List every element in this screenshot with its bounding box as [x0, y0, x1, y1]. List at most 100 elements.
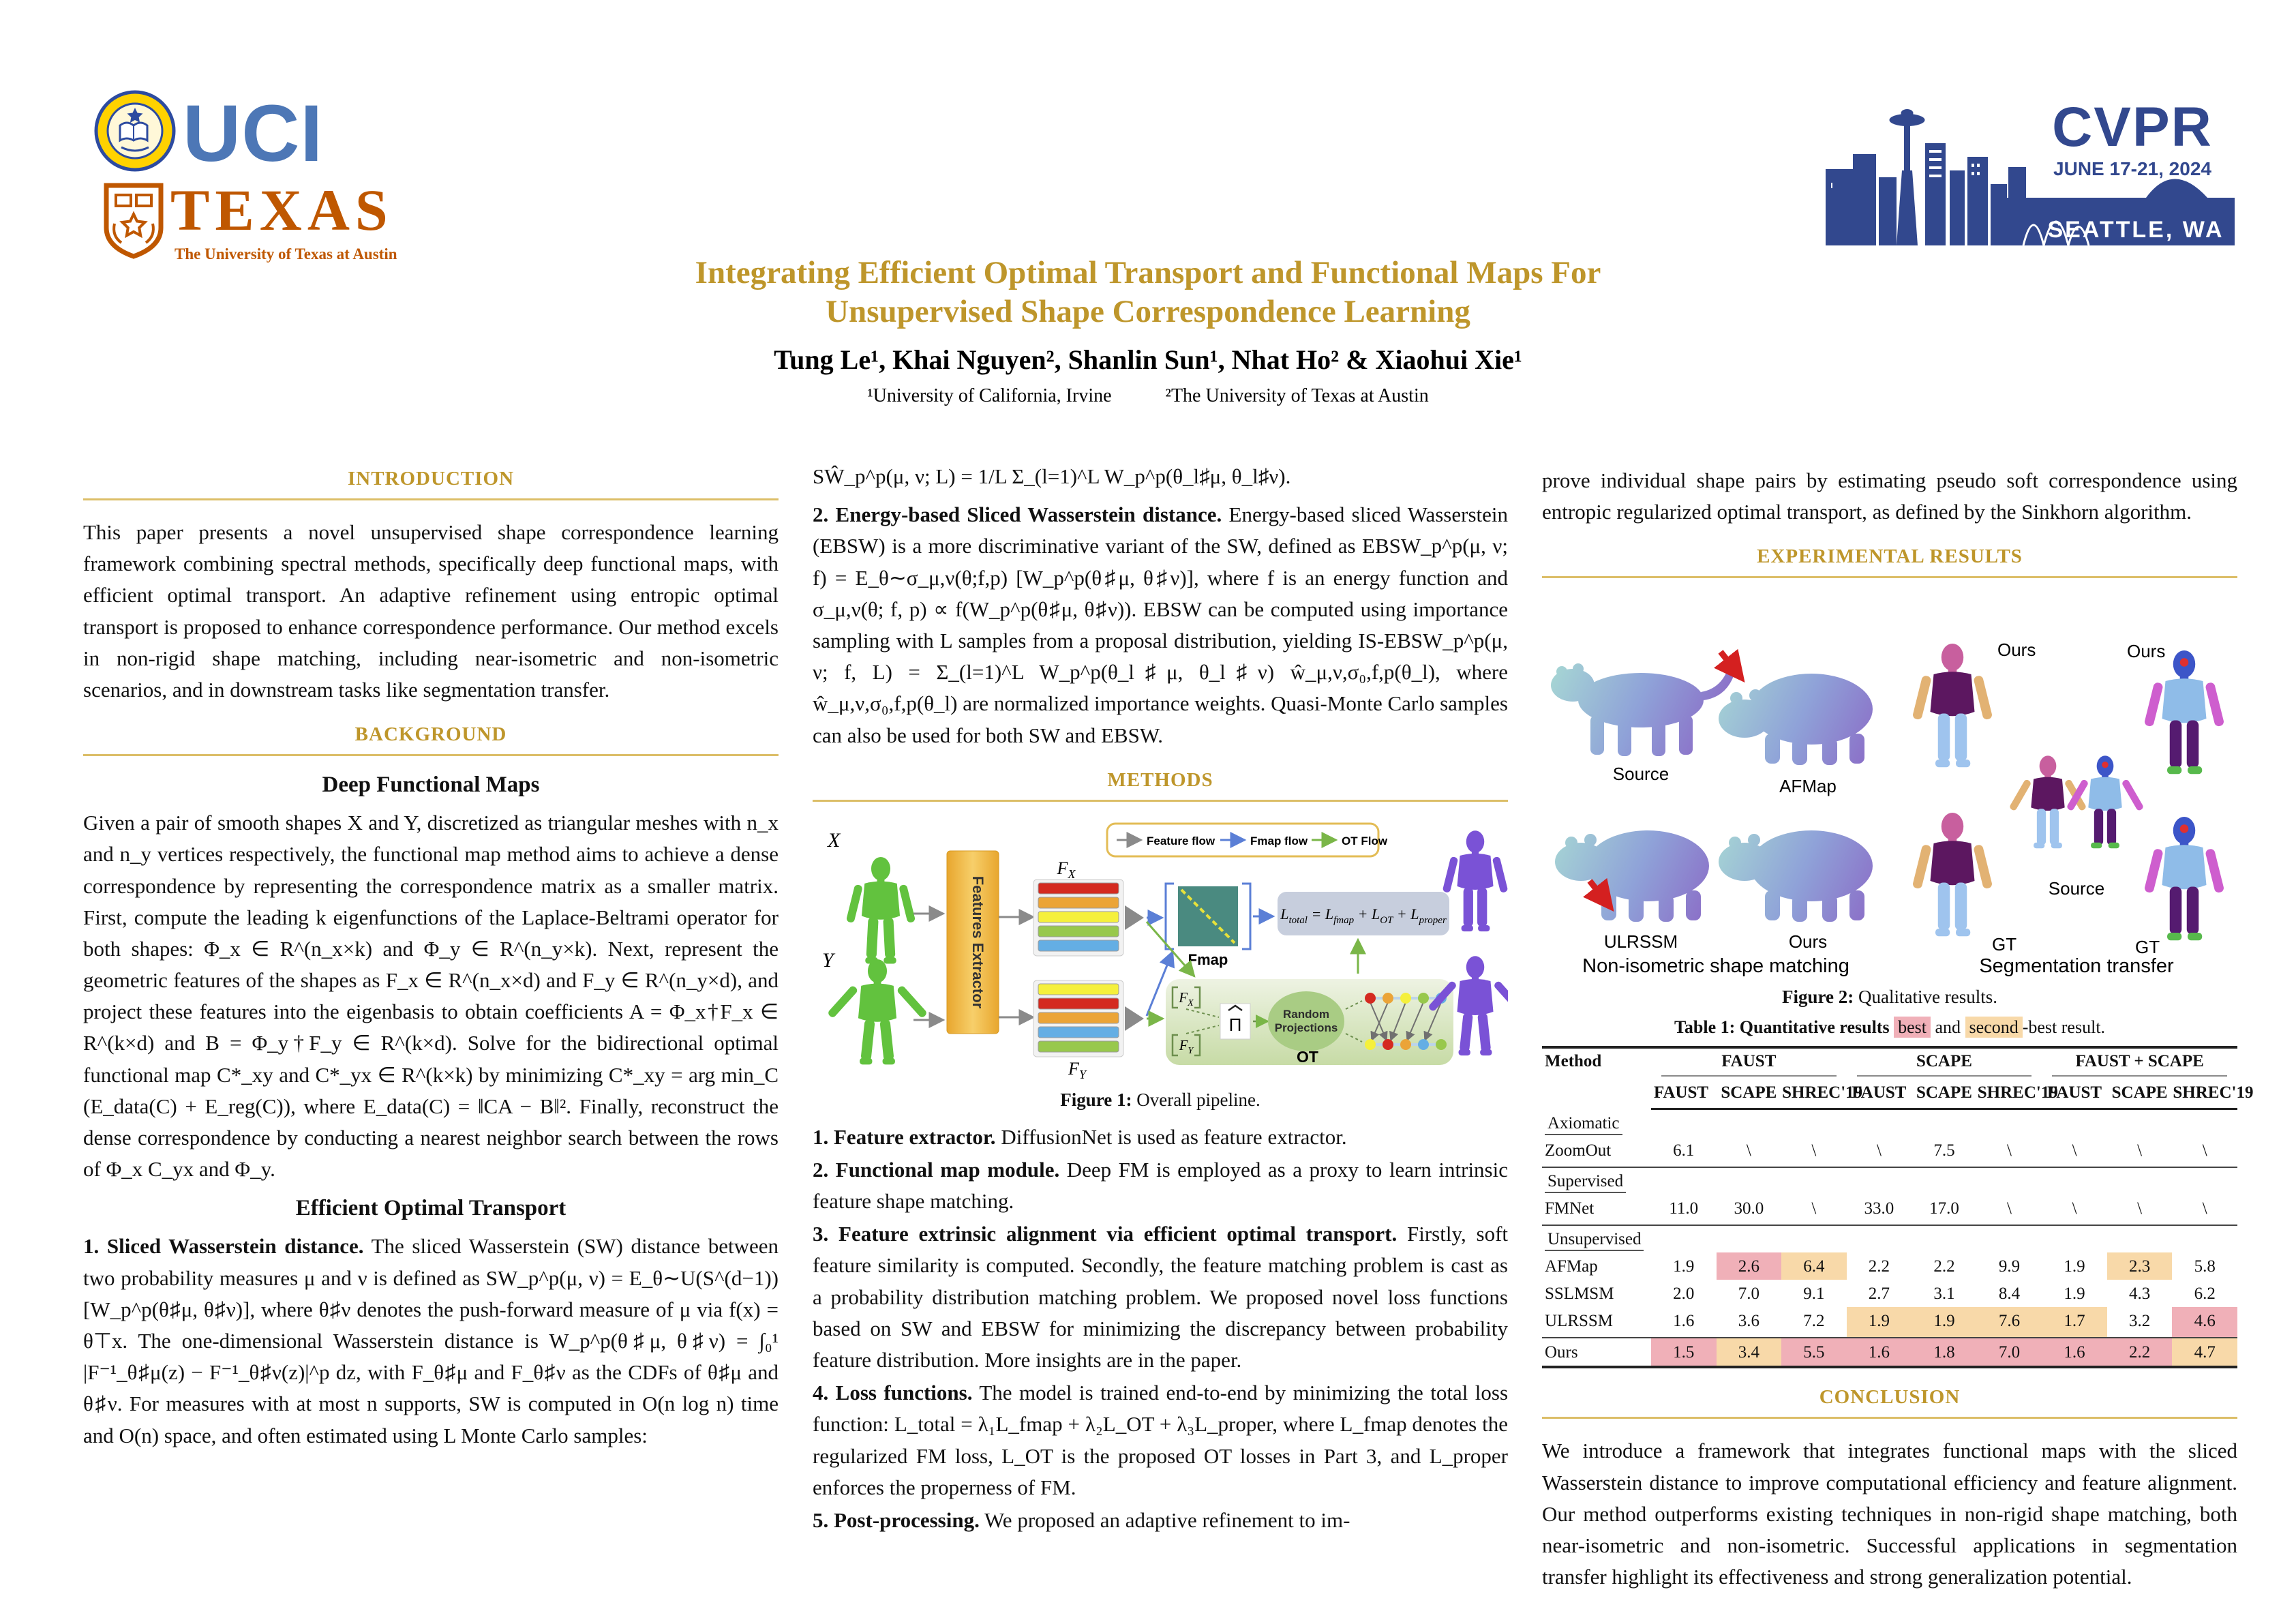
section-title-conclusion: CONCLUSION	[1819, 1386, 1961, 1409]
conclusion-paragraph: We introduce a framework that integrates…	[1542, 1439, 2237, 1589]
poster-title-line2: Unsupervised Shape Correspondence Learni…	[826, 294, 1470, 329]
fig2-left-caption: Non-isometric shape matching	[1582, 955, 1849, 977]
ot-label: OT	[1297, 1048, 1318, 1066]
ot-flow-arrow	[1145, 920, 1196, 978]
texas-logo-text: TEXAS	[170, 177, 393, 243]
affiliation-2: ²The University of Texas at Austin	[1165, 385, 1429, 406]
figure1-caption: Figure 1: Overall pipeline.	[813, 1090, 1508, 1111]
table1-caption-lead: Table 1: Quantitative results	[1674, 1017, 1894, 1038]
ot-connector	[1185, 1024, 1220, 1034]
method-item-4: 4. Loss functions. The model is trained …	[813, 1377, 1508, 1503]
fx-output-arrowhead	[1125, 905, 1144, 930]
seg-human-source-b	[2067, 755, 2143, 849]
purple-human-top	[1442, 830, 1508, 931]
total-loss-formula: Ltotal = Lfmap + LOT + Lproper	[1280, 905, 1447, 926]
cvpr-skyline-icon	[1826, 109, 2235, 246]
fig2-afmap-label: AFMap	[1779, 776, 1837, 796]
item-text: Deep FM is employed as a proxy to learn …	[813, 1157, 1508, 1214]
subcol: SHREC'19	[1781, 1080, 1862, 1111]
loss-box	[1278, 891, 1449, 935]
table1-caption-second: second	[1965, 1017, 2023, 1038]
shape-x-label: X	[827, 829, 841, 852]
animal-source-tiger	[1551, 658, 1738, 757]
seg-human-source-a	[2010, 755, 2086, 849]
item-text: DiffusionNet is used as feature extracto…	[995, 1124, 1347, 1149]
animal-afmap-hippo	[1719, 674, 1873, 766]
random-projections-label: Random Projections	[1275, 1008, 1338, 1034]
subcol: SCAPE	[1716, 1080, 1782, 1111]
gold-rule	[813, 799, 1508, 802]
random-projections-circle	[1268, 991, 1344, 1051]
gold-rule	[83, 498, 779, 500]
fig2-source-mid-label: Source	[2049, 878, 2104, 899]
table-row-zoomout: ZoomOut 6.1 \ \ \ 7.5 \ \ \ \	[1542, 1137, 2237, 1169]
fig2-ours-animal-label: Ours	[1789, 931, 1827, 952]
seg-human-gt-right	[2145, 817, 2224, 941]
item-lead: 2. Functional map module.	[813, 1157, 1060, 1182]
item-lead: 3. Feature extrinsic alignment via effic…	[813, 1222, 1398, 1246]
cvpr-name: CVPR	[2052, 96, 2213, 158]
gold-rule	[1542, 1417, 2237, 1420]
right-column: prove individual shape pairs by estimati…	[1542, 465, 2253, 1600]
subcol: SHREC'19	[1976, 1080, 2058, 1111]
item-lead: 1. Feature extractor.	[813, 1124, 996, 1149]
item-lead: 4. Loss functions.	[813, 1381, 973, 1405]
fmap-label: Fmap	[1188, 951, 1228, 968]
method-item-1: 1. Feature extractor. DiffusionNet is us…	[813, 1122, 1508, 1153]
green-human-x	[846, 856, 916, 964]
pi-hat	[1228, 1004, 1243, 1011]
legend-feature-flow: Feature flow	[1147, 835, 1215, 847]
fmap-left-bracket	[1164, 882, 1174, 950]
green-human-y	[828, 959, 926, 1065]
section-title-experimental-results: EXPERIMENTAL RESULTS	[1757, 545, 2023, 568]
animal-ours-hippo	[1719, 830, 1873, 922]
sw-estimator-formula: SŴ_p^p(μ, ν; L) = 1/L Σ_(l=1)^L W_p^p(θ…	[813, 464, 1291, 488]
postprocessing-continued-paragraph: prove individual shape pairs by estimati…	[1542, 468, 2237, 524]
poster-title-line1: Integrating Efficient Optimal Transport …	[695, 255, 1601, 290]
group-label-axiomatic: Axiomatic	[1542, 1109, 2237, 1137]
bipartite-matching	[1365, 992, 1447, 1050]
ulrssm-error-arrow	[1583, 878, 1614, 912]
item-lead: 2. Energy-based Sliced Wasserstein dista…	[813, 502, 1222, 527]
ot-fy-brackets	[1171, 1034, 1201, 1056]
cvpr-dates: JUNE 17-21, 2024	[2053, 158, 2211, 179]
fig2-ours-right-label: Ours	[2127, 641, 2165, 661]
middle-column: SŴ_p^p(μ, ν; L) = 1/L Σ_(l=1)^L W_p^p(θ…	[813, 461, 1522, 1537]
fy-output-arrowhead	[1125, 1006, 1144, 1031]
table1-caption-and: and	[1930, 1017, 1965, 1038]
table-row-sslmsm: SSLMSM 2.0 7.0 9.1 2.7 3.1 8.4 1.9 4.3 6.2	[1545, 1285, 2216, 1304]
table1-caption-tail: -best result.	[2022, 1017, 2106, 1038]
seg-human-ours-right	[2145, 650, 2224, 775]
subcol: FAUST	[2042, 1080, 2107, 1111]
affiliation-1: ¹University of California, Irvine	[867, 385, 1112, 406]
subsection-deep-functional-maps: Deep Functional Maps	[322, 772, 540, 798]
method-item-3: 3. Feature extrinsic alignment via effic…	[813, 1218, 1508, 1376]
method-item-2: 2. Functional map module. Deep FM is emp…	[813, 1154, 1508, 1217]
group-header-faust-scape: FAUST + SCAPE	[2042, 1047, 2237, 1080]
fig2-source-label: Source	[1613, 764, 1669, 784]
uci-logo-text: UCI	[183, 89, 324, 179]
table-row-fmnet: FMNet 11.0 30.0 \ 33.0 17.0 \ \ \ \	[1542, 1195, 2237, 1227]
fx-stack-label: FX	[1057, 858, 1076, 881]
gold-rule	[83, 754, 779, 757]
shape-y-label: Y	[822, 949, 836, 972]
figure1-caption-lead: Figure 1:	[1060, 1089, 1132, 1110]
fig2-ours-top-label: Ours	[1997, 640, 2036, 660]
deep-functional-maps-paragraph: Given a pair of smooth shapes X and Y, d…	[83, 811, 779, 1182]
gold-rule	[1542, 576, 2237, 579]
section-title-methods: METHODS	[1107, 768, 1213, 791]
figure2-caption: Figure 2: Qualitative results.	[1542, 987, 2237, 1008]
table-row-ulrssm: ULRSSM 1.6 3.6 7.2 1.9 1.9 7.6 1.7 3.2 4.6	[1542, 1307, 2237, 1339]
subcol: FAUST	[1651, 1080, 1717, 1111]
item-text: Energy-based sliced Wasserstein (EBSW) i…	[813, 502, 1508, 747]
group-label-unsupervised: Unsupervised	[1542, 1225, 2237, 1252]
cvpr-logo: CVPR JUNE 17-21, 2024 SEATTLE, WA	[1826, 95, 2235, 259]
item-text: The model is trained end-to-end by minim…	[813, 1381, 1509, 1499]
fmap-flow-arrow	[1145, 950, 1175, 1017]
figure1-legend: Feature flow Fmap flow OT Flow	[1106, 822, 1388, 858]
item-lead: 5. Post-processing.	[813, 1507, 980, 1532]
group-label-supervised: Supervised	[1542, 1167, 2237, 1195]
ot-connector	[1185, 1008, 1220, 1018]
seg-human-ours-left	[1913, 644, 1992, 768]
